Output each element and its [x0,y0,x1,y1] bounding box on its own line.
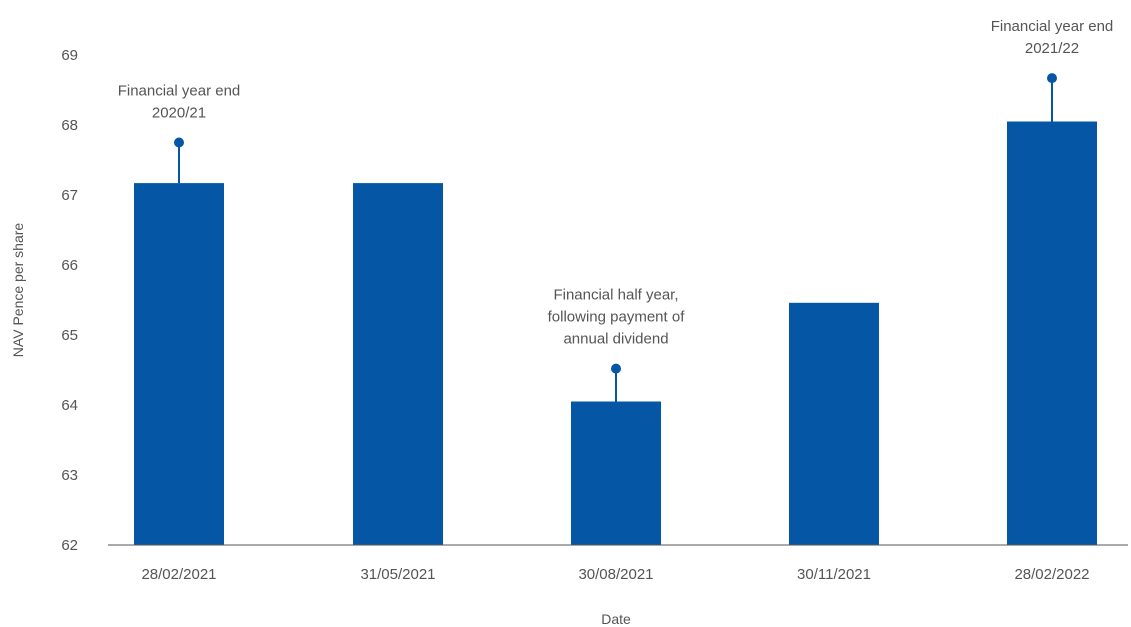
y-axis-ticks: 62 63 64 65 66 67 68 69 [61,47,78,554]
y-tick-label: 64 [61,397,78,414]
annotation-marker [611,363,621,374]
y-tick-label: 65 [61,327,78,344]
annotation-text: Financial year end [118,83,241,100]
y-tick-label: 67 [61,187,78,204]
y-tick-label: 68 [61,117,78,134]
x-tick-label: 28/02/2022 [1014,566,1089,583]
y-tick-label: 62 [61,537,78,554]
annotation-text: 2021/22 [1025,40,1079,57]
bar [789,302,879,545]
annotation-marker [1047,73,1057,84]
x-axis-title: Date [601,611,631,627]
x-tick-label: 30/11/2021 [797,566,871,583]
x-tick-label: 31/05/2021 [360,566,435,583]
bar [353,183,443,545]
bar [571,401,661,545]
bar [134,183,224,545]
annotation-marker [174,137,184,148]
x-tick-label: 30/08/2021 [578,566,653,583]
x-tick-label: 28/02/2021 [141,566,216,583]
bars [134,121,1097,545]
y-axis-title: NAV Pence per share [10,223,26,358]
annotation-text: 2020/21 [152,105,206,122]
y-tick-label: 69 [61,47,78,64]
annotations: Financial year end 2020/21 Financial half … [118,18,1114,402]
annotation-text: Financial year end [991,18,1114,35]
y-tick-label: 66 [61,257,78,274]
x-axis-labels: 28/02/2021 31/05/2021 30/08/2021 30/11/2021… [141,566,1089,583]
y-tick-label: 63 [61,467,78,484]
annotation-text: annual dividend [563,331,668,348]
annotation-text: following payment of [548,309,686,326]
annotation-text: Financial half year, [553,287,678,304]
bar [1007,121,1097,545]
